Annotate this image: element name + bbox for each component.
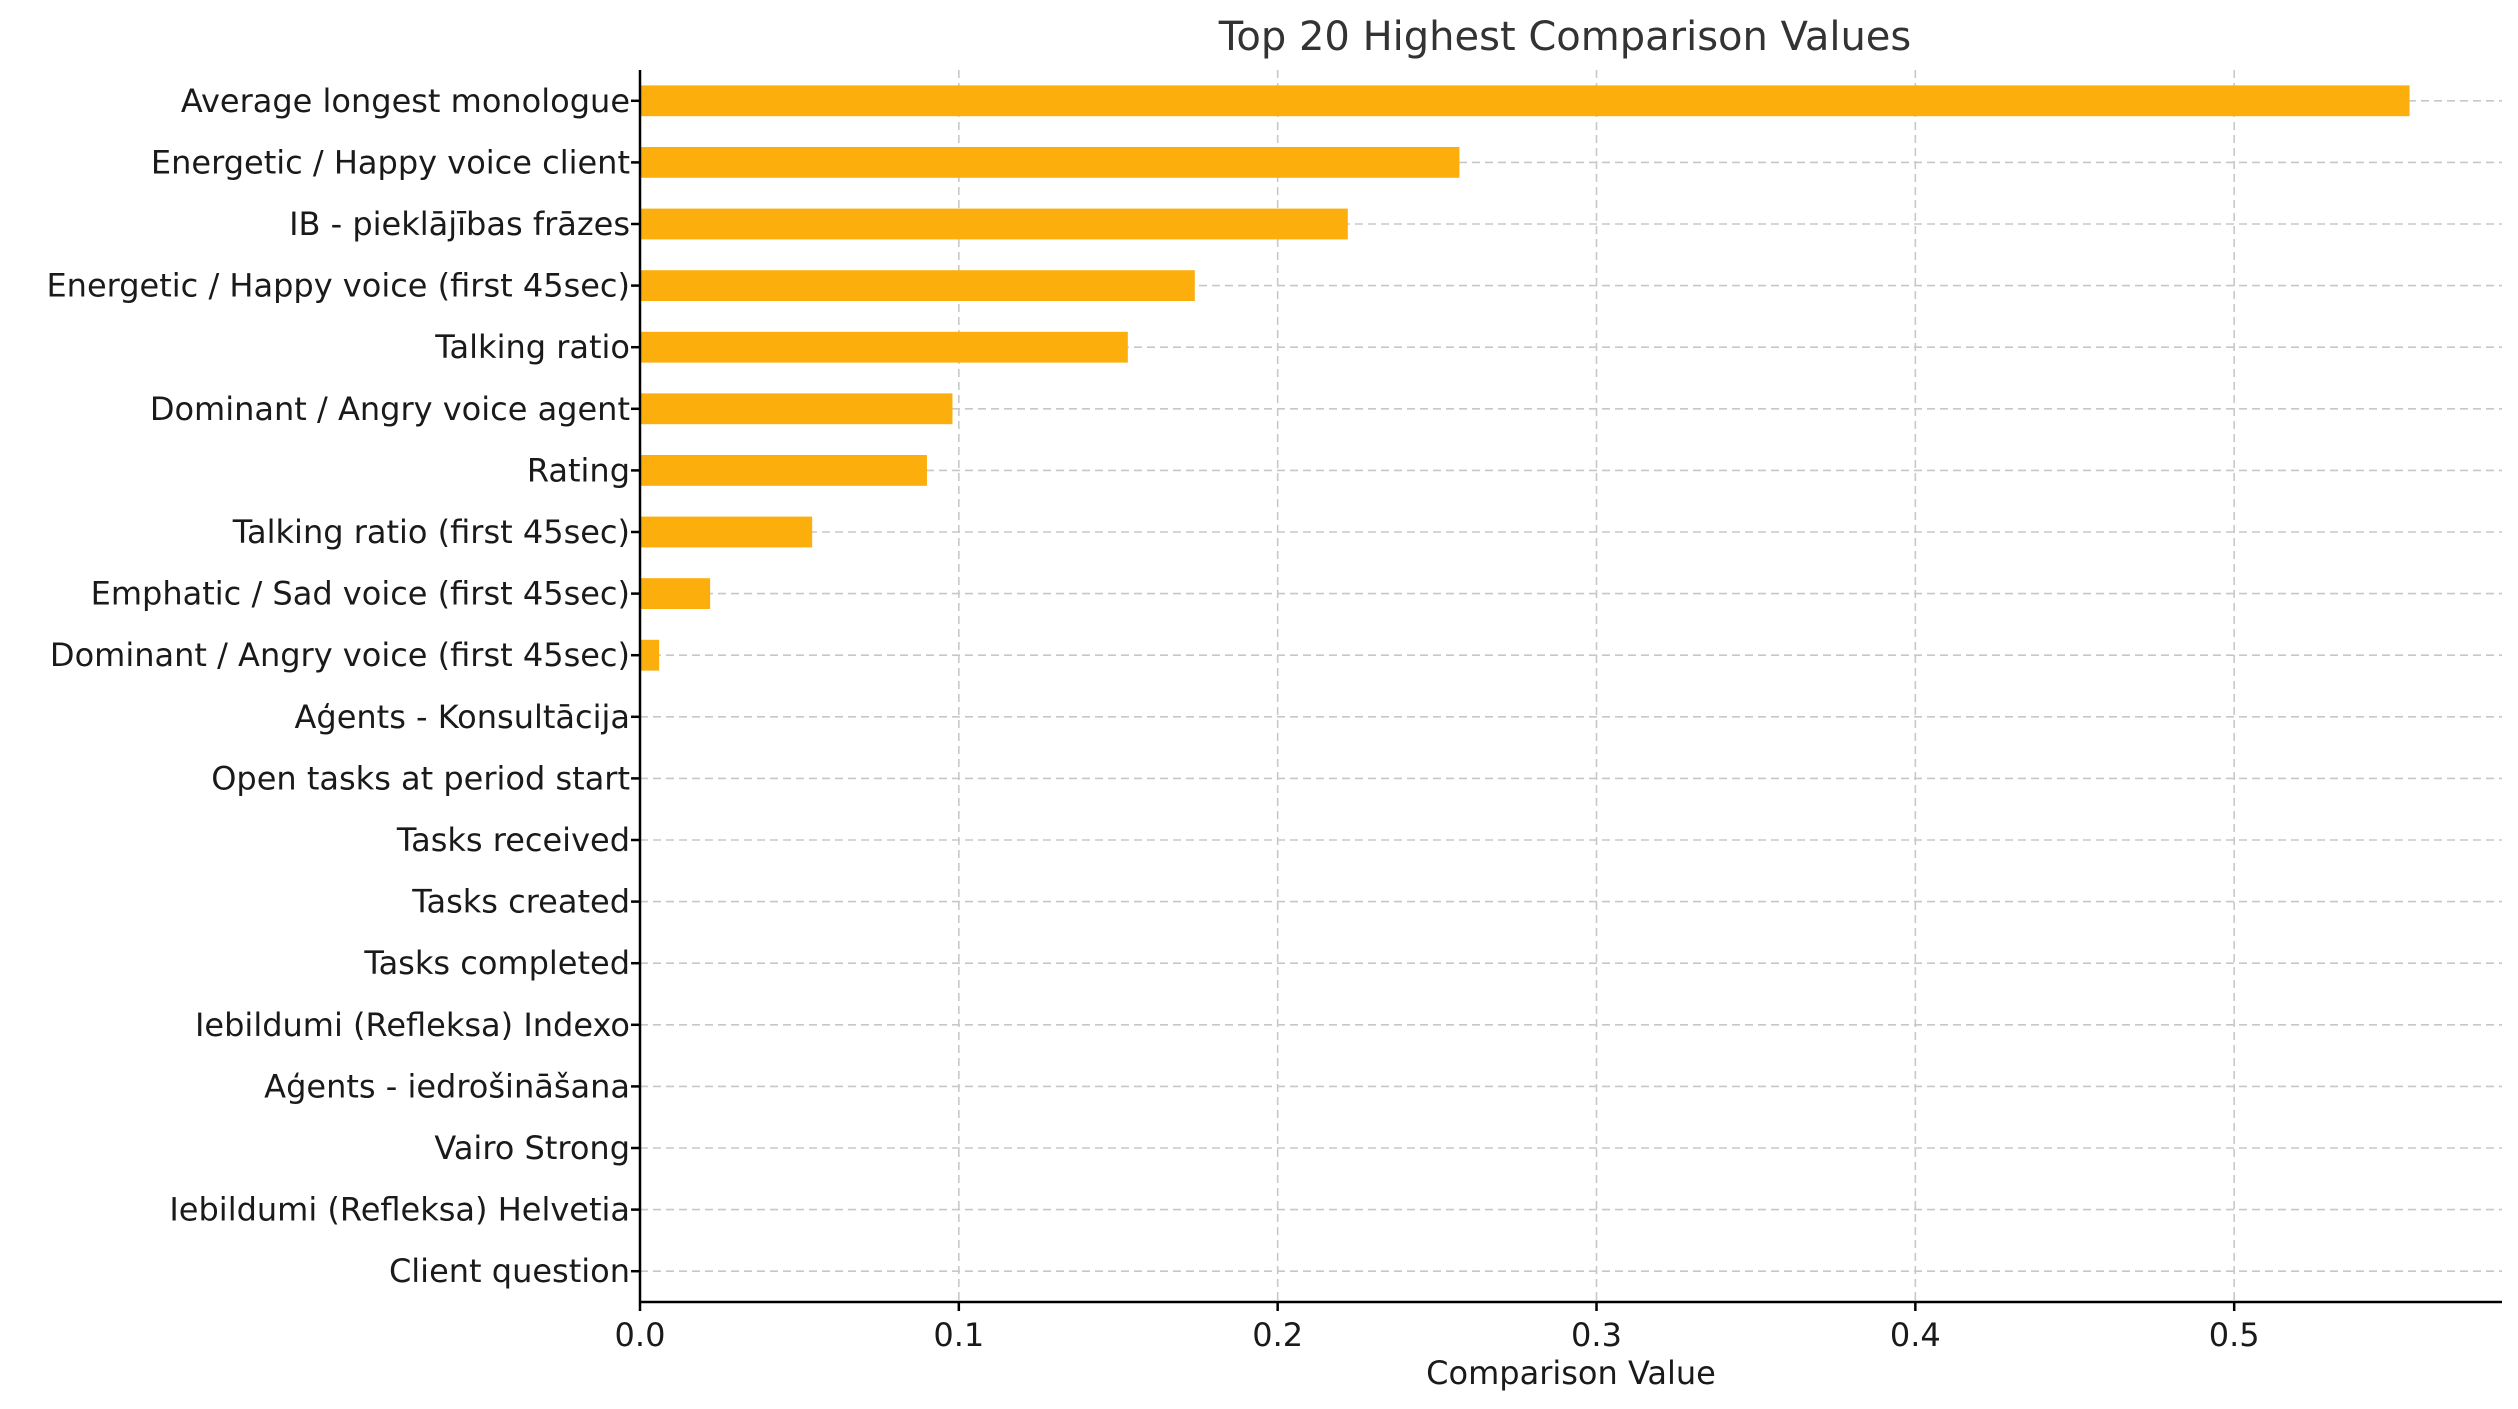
- category-label: Dominant / Angry voice (first 45sec): [50, 636, 630, 674]
- category-label: Aģents - Konsultācija: [294, 698, 630, 736]
- x-tick-label: 0.1: [933, 1316, 984, 1354]
- bar: [640, 331, 1128, 363]
- category-label: Vairo Strong: [434, 1129, 630, 1167]
- category-label: Tasks completed: [363, 944, 630, 982]
- x-tick-label: 0.2: [1252, 1316, 1303, 1354]
- category-label: Talking ratio (first 45sec): [232, 513, 630, 551]
- bar: [640, 578, 711, 609]
- category-label: Iebildumi (Refleksa) Indexo: [195, 1006, 630, 1044]
- bar: [640, 147, 1460, 178]
- x-tick-label: 0.0: [615, 1316, 666, 1354]
- category-label: Open tasks at period start: [211, 759, 630, 797]
- bar: [640, 639, 660, 671]
- category-label: Energetic / Happy voice client: [151, 143, 630, 181]
- category-label: Aģents - iedrošināšana: [264, 1067, 630, 1105]
- bars: [640, 85, 2410, 671]
- category-label: Emphatic / Sad voice (first 45sec): [91, 575, 630, 613]
- bar: [640, 270, 1195, 301]
- category-label: Rating: [527, 451, 630, 489]
- category-label: Average longest monologue: [181, 82, 630, 120]
- category-label: Iebildumi (Refleksa) Helvetia: [169, 1191, 630, 1229]
- chart-title: Top 20 Highest Comparison Values: [1218, 14, 1912, 60]
- category-labels: Average longest monologue Energetic / Hap…: [46, 82, 630, 1290]
- bar: [640, 208, 1348, 240]
- category-label: Tasks created: [411, 883, 630, 921]
- x-axis-title: Comparison Value: [1426, 1354, 1716, 1392]
- x-tick-label: 0.3: [1571, 1316, 1622, 1354]
- bar: [640, 393, 953, 425]
- x-tick-label: 0.5: [2209, 1316, 2260, 1354]
- category-label: Dominant / Angry voice agent: [150, 390, 630, 428]
- category-label: IB - pieklājības frāzes: [289, 205, 630, 243]
- x-axis-ticks: 0.0 0.1 0.2 0.3 0.4 0.5: [615, 99, 2260, 1354]
- bar: [640, 516, 813, 548]
- category-label: Tasks received: [396, 821, 630, 859]
- category-label: Talking ratio: [434, 328, 630, 366]
- category-label: Client question: [389, 1252, 630, 1290]
- x-tick-label: 0.4: [1890, 1316, 1941, 1354]
- bar: [640, 85, 2410, 117]
- bar: [640, 455, 927, 486]
- category-label: Energetic / Happy voice (first 45sec): [46, 267, 630, 305]
